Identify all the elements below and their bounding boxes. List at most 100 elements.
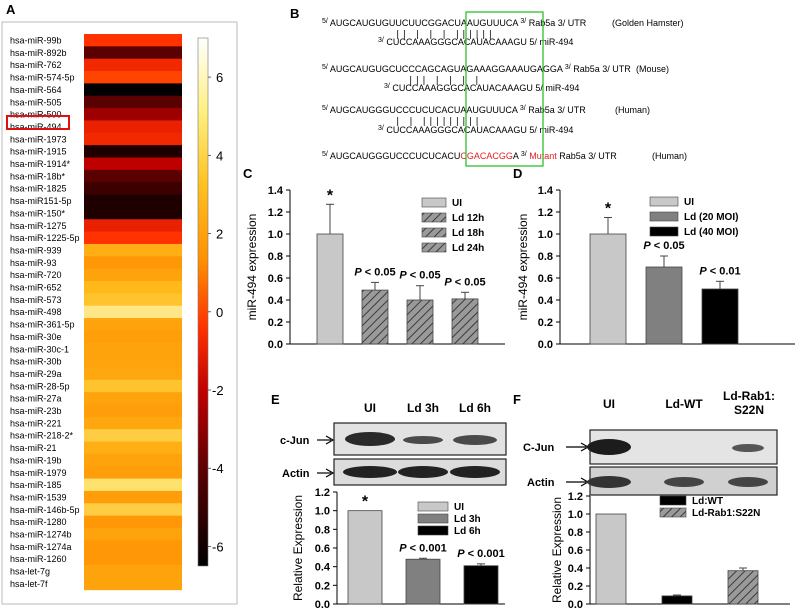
heatmap-cell <box>84 379 182 393</box>
y-tick-label: 0.6 <box>538 273 553 285</box>
heatmap-row-label: hsa-miR151-5p <box>10 196 72 206</box>
colorbar-tick-label: 0 <box>216 305 223 320</box>
colorbar-tick-label: 4 <box>216 148 223 163</box>
legend-swatch <box>417 525 449 536</box>
panel-label-c: C <box>243 166 253 181</box>
significance-label: P < 0.001 <box>399 542 446 554</box>
legend-swatch <box>649 226 679 237</box>
panel-label-e: E <box>271 392 280 407</box>
heatmap-cell <box>84 95 182 109</box>
significance-label: P < 0.05 <box>444 276 485 288</box>
bar <box>645 266 683 345</box>
heatmap-row-label: hsa-miR-1979 <box>10 468 67 478</box>
colorbar-tick-label: 2 <box>216 227 223 242</box>
heatmap-row-label: hsa-miR-1274b <box>10 530 72 540</box>
species-label: (Mouse) <box>636 64 669 74</box>
heatmap-cell <box>84 552 182 566</box>
legend-label: Ld 6h <box>454 526 481 537</box>
blot-e-lane-ui: UI <box>364 401 376 415</box>
heatmap-cell <box>84 577 182 591</box>
legend-swatch <box>649 196 679 207</box>
y-tick-label: 0.0 <box>315 599 330 610</box>
y-tick-label: 0.6 <box>315 543 330 555</box>
chart-e: 0.0 0.2 0.4 0.6 0.8 1.0 1.2 Relative Expression… <box>291 487 505 610</box>
heatmap-row-label: hsa-miR-494 <box>10 122 62 132</box>
heatmap-row-label: hsa-miR-30b <box>10 357 62 367</box>
seed-region-box <box>465 11 544 167</box>
blot-e-lane-ld6h: Ld 6h <box>459 401 491 415</box>
bar <box>451 298 479 345</box>
legend-label: Ld 24h <box>452 243 484 254</box>
heatmap-row-label: hsa-let-7f <box>10 579 48 589</box>
heatmap-cell <box>84 342 182 356</box>
blot-e-cjun-band-1 <box>345 432 395 446</box>
heatmap-cell <box>84 182 182 195</box>
heatmap-row-label: hsa-miR-1275 <box>10 221 67 231</box>
utr-sequence: 5/ AUGCAUGUGUUCUUCGGACUAAUGUUUCA 3/ Rab5… <box>322 18 587 28</box>
colorbar-tick-label: -4 <box>212 461 224 476</box>
heatmap-row-label: hsa-miR-29a <box>10 369 62 379</box>
heatmap-row-label: hsa-miR-1260 <box>10 554 67 564</box>
y-tick-label: 0.2 <box>568 581 583 593</box>
panel-label-a: A <box>6 2 16 17</box>
y-tick-label: 0.0 <box>538 339 553 351</box>
y-tick-label: 0.2 <box>268 317 283 329</box>
utr-sequence: 5/ AUGCAUGUGCUCCCAGCAGUAGAAAGGAAAUGAGGA … <box>322 64 631 74</box>
heatmap-cell <box>84 34 182 47</box>
western-blot-f: UI Ld-WT Ld-Rab1: S22N C-Jun Actin <box>523 389 778 496</box>
pairing-bars: || | | | |||||| <box>395 30 494 40</box>
legend-label: Ld 3h <box>454 514 481 525</box>
heatmap-cell <box>84 157 182 171</box>
heatmap-cell <box>84 466 182 479</box>
heatmap-row-label: hsa-miR-500 <box>10 110 62 120</box>
legend-label: Ld 18h <box>452 228 484 239</box>
heatmap-row-label: hsa-miR-505 <box>10 97 62 107</box>
heatmap-row-label: hsa-miR-1274a <box>10 542 72 552</box>
legend-label: Ld (40 MOI) <box>684 227 738 238</box>
heatmap-cell <box>84 478 182 492</box>
mirna-sequence: 3/ CUCCAAAGGGCACAUACAAAGU 5/ miR-494 <box>384 83 579 93</box>
significance-label: P < 0.001 <box>457 548 504 560</box>
heatmap-cell <box>84 305 182 319</box>
legend-label: UI <box>684 197 694 208</box>
bar <box>406 299 434 345</box>
heatmap-cell <box>84 108 182 121</box>
heatmap-row-label: hsa-miR-939 <box>10 245 62 255</box>
heatmap-row-label: hsa-miR-762 <box>10 60 62 70</box>
heatmap-row-label: hsa-miR-1225-5p <box>10 233 80 243</box>
heatmap-cell <box>84 281 182 294</box>
heatmap-row-label: hsa-miR-21 <box>10 443 57 453</box>
heatmap-cell <box>84 293 182 307</box>
colorbar-tick-label: -2 <box>212 383 224 398</box>
significance-label: * <box>327 187 334 204</box>
blot-e-actin-band-2 <box>398 466 448 478</box>
y-tick-label: 0.4 <box>538 295 554 307</box>
blot-e-actin-band-1 <box>343 466 397 478</box>
blot-e-row-cjun: c-Jun <box>280 435 310 447</box>
heatmap-row-label: hsa-miR-23b <box>10 406 62 416</box>
sequence-alignment: 5/ AUGCAUGUGUUCUUCGGACUAAUGUUUCA 3/ Rab5… <box>322 18 687 161</box>
heatmap-cell <box>84 355 182 368</box>
blot-f-lane-rab1-line2: S22N <box>734 403 764 417</box>
heatmap-row-label: hsa-miR-27a <box>10 394 62 404</box>
legend-label: Ld 12h <box>452 213 484 224</box>
bar <box>661 595 693 605</box>
heatmap-cell <box>84 515 182 529</box>
heatmap-row-label: hsa-miR-150* <box>10 208 66 218</box>
heatmap-cell <box>84 404 182 418</box>
heatmap-cell <box>84 392 182 405</box>
bar <box>463 565 499 605</box>
blot-e-actin-band-3 <box>450 466 500 478</box>
y-tick-label: 0.6 <box>568 545 583 557</box>
blot-f-actin-band-2 <box>664 477 704 487</box>
y-axis-label: Relative Expression <box>291 495 305 601</box>
heatmap-cell <box>84 169 182 183</box>
heatmap-row-label: hsa-miR-218-2* <box>10 431 74 441</box>
heatmap-cell <box>84 528 182 541</box>
y-tick-label: 0.4 <box>568 563 584 575</box>
heatmap-cell <box>84 330 182 344</box>
colorbar-tick-label: -6 <box>212 539 224 554</box>
blot-f-cjun-band-3 <box>732 444 764 452</box>
heatmap-row-label: hsa-let-7g <box>10 567 50 577</box>
bar <box>727 570 759 605</box>
